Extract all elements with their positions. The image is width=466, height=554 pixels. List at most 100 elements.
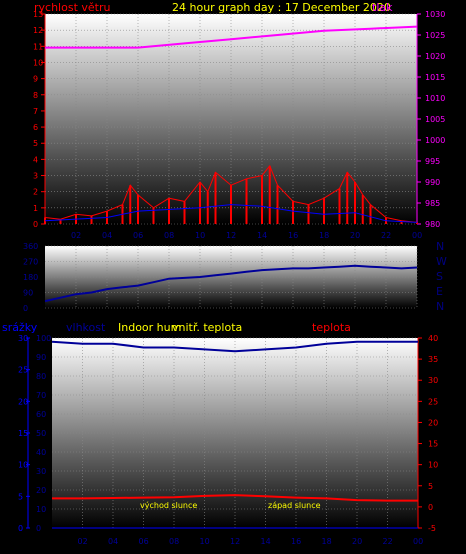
- wind-y-tick-label: 11: [33, 42, 43, 51]
- wind-y-tick-label: 0: [33, 220, 38, 229]
- dir-y-tick-label: 0: [23, 304, 28, 313]
- compass-label: N: [436, 240, 444, 253]
- top-x-tick-label: 14: [257, 231, 267, 240]
- pressure-y-tick-label: 995: [425, 157, 440, 166]
- temp-y-tick-label: 5: [428, 482, 433, 491]
- pressure-y-tick-label: 1020: [425, 52, 445, 61]
- temp-y-tick-label: -5: [428, 524, 436, 533]
- dir-y-tick-label: 360: [23, 242, 38, 251]
- bot-x-tick-label: 06: [139, 537, 149, 546]
- bot-x-tick-label: 18: [322, 537, 332, 546]
- pressure-y-tick-label: 1010: [425, 94, 445, 103]
- humidity-axis-label: vlhkost: [66, 321, 106, 334]
- sunrise-annotation: východ slunce: [140, 501, 197, 510]
- top-x-tick-label: 22: [381, 231, 391, 240]
- wind-y-tick-label: 6: [33, 123, 38, 132]
- rain-y-tick-label: 5: [18, 492, 23, 501]
- bot-x-tick-label: 08: [169, 537, 179, 546]
- temperature-line: [52, 494, 418, 502]
- rain-y-tick-label: 25: [18, 366, 28, 375]
- pressure-axis-label: tlak: [372, 1, 393, 14]
- bot-x-tick-label: 02: [78, 537, 88, 546]
- wind-y-tick-label: 9: [33, 75, 38, 84]
- wind-y-tick-label: 2: [33, 188, 38, 197]
- compass-label: N: [436, 300, 444, 313]
- humidity-y-tick-label: 100: [36, 334, 51, 343]
- wind-y-tick-label: 1: [33, 204, 38, 213]
- dir-y-tick-label: 180: [23, 273, 38, 282]
- humidity-y-tick-label: 70: [36, 391, 46, 400]
- bot-x-tick-label: 12: [230, 537, 240, 546]
- top-x-tick-label: 10: [195, 231, 205, 240]
- rain-y-tick-label: 20: [18, 397, 28, 406]
- bot-x-tick-label: 10: [200, 537, 210, 546]
- wind-y-tick-label: 7: [33, 107, 38, 116]
- top-x-tick-label: 00: [412, 231, 422, 240]
- humidity-line: [51, 340, 418, 353]
- wind-y-tick-label: 10: [33, 58, 43, 67]
- temp-y-tick-label: 35: [428, 355, 438, 364]
- wind-y-tick-label: 4: [33, 155, 38, 164]
- chart-marks: 02 04 06 08 10 12 14 16 18 20 22 000123456789101112…: [18, 10, 447, 546]
- wind-y-tick-label: 13: [33, 10, 43, 19]
- humidity-y-tick-label: 60: [36, 410, 46, 419]
- wind-y-tick-label: 3: [33, 172, 38, 181]
- pressure-y-tick-label: 1005: [425, 115, 445, 124]
- humidity-y-tick-label: 20: [36, 486, 46, 495]
- pressure-y-tick-label: 1000: [425, 136, 445, 145]
- wind-y-tick-label: 8: [33, 91, 38, 100]
- dir-y-tick-label: 90: [23, 289, 33, 298]
- top-x-tick-label: 18: [319, 231, 329, 240]
- temp-y-tick-label: 0: [428, 503, 433, 512]
- bot-x-tick-label: 22: [383, 537, 393, 546]
- top-x-tick-label: 08: [164, 231, 174, 240]
- rain-y-tick-label: 10: [18, 461, 28, 470]
- top-x-tick-label: 04: [102, 231, 112, 240]
- top-x-tick-label: 02: [71, 231, 81, 240]
- pressure-line: [45, 25, 418, 49]
- humidity-y-tick-label: 90: [36, 353, 46, 362]
- wind-axis-label: rychlost větru: [34, 1, 110, 14]
- humidity-y-tick-label: 10: [36, 505, 46, 514]
- temp-y-tick-label: 40: [428, 334, 438, 343]
- rain-y-tick-label: 0: [18, 524, 23, 533]
- humidity-y-tick-label: 50: [36, 429, 46, 438]
- top-x-tick-label: 12: [226, 231, 236, 240]
- pressure-y-tick-label: 1025: [425, 31, 445, 40]
- bot-x-tick-label: 16: [291, 537, 301, 546]
- temp-y-tick-label: 20: [428, 418, 438, 427]
- rain-y-tick-label: 15: [18, 429, 28, 438]
- wind-y-tick-label: 12: [33, 26, 43, 35]
- humidity-y-tick-label: 80: [36, 372, 46, 381]
- wind-direction-line: [44, 264, 418, 303]
- pressure-y-tick-label: 1015: [425, 73, 445, 82]
- temp-y-tick-label: 30: [428, 376, 438, 385]
- top-x-tick-label: 06: [133, 231, 143, 240]
- pressure-y-tick-label: 980: [425, 220, 440, 229]
- temp-axis-label: teplota: [312, 321, 351, 334]
- temp-y-tick-label: 10: [428, 461, 438, 470]
- sunset-annotation: západ slunce: [268, 501, 321, 510]
- wind-speed-line: [44, 164, 418, 223]
- pressure-y-tick-label: 1030: [425, 10, 445, 19]
- top-x-tick-label: 16: [288, 231, 298, 240]
- indoor-temp-label: vnitř. teplota: [172, 321, 242, 334]
- humidity-y-tick-label: 30: [36, 467, 46, 476]
- pressure-y-tick-label: 990: [425, 178, 440, 187]
- rain-axis-label: srážky: [2, 321, 38, 334]
- wind-y-tick-label: 5: [33, 139, 38, 148]
- wind-gust-line: [44, 204, 418, 223]
- compass-label: E: [436, 285, 443, 298]
- temp-y-tick-label: 15: [428, 440, 438, 449]
- humidity-y-tick-label: 0: [36, 524, 41, 533]
- bot-x-tick-label: 20: [352, 537, 362, 546]
- rain-y-tick-label: 30: [18, 334, 28, 343]
- temp-y-tick-label: 25: [428, 397, 438, 406]
- bot-x-tick-label: 14: [261, 537, 271, 546]
- indoor-hum-label: Indoor hum: [118, 321, 181, 334]
- humidity-y-tick-label: 40: [36, 448, 46, 457]
- bot-x-tick-label: 00: [413, 537, 423, 546]
- compass-label: S: [436, 270, 443, 283]
